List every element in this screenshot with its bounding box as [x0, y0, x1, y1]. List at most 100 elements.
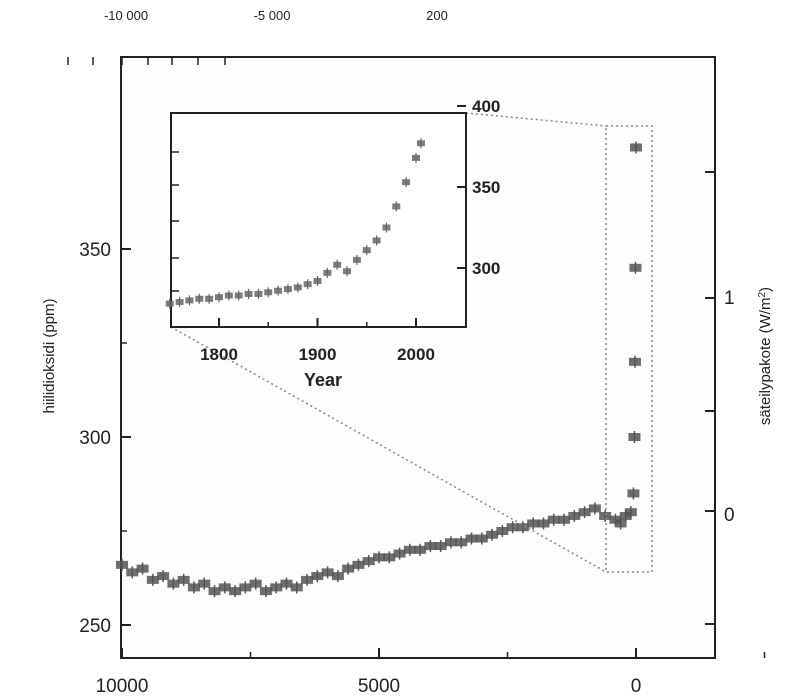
- inset-data-point: [205, 295, 214, 302]
- inset-data-point: [175, 299, 184, 306]
- data-point: [486, 530, 499, 539]
- inset-data-point: [416, 140, 425, 147]
- inset-data-point: [215, 294, 223, 301]
- inset-data-point: [372, 237, 381, 244]
- data-point: [628, 433, 641, 441]
- inset-data-point: [352, 256, 361, 263]
- data-point: [516, 523, 529, 532]
- main-x-tick-label: 10000: [96, 676, 149, 697]
- data-point: [331, 572, 344, 581]
- data-point: [311, 572, 324, 581]
- data-point: [259, 587, 272, 596]
- inset-y-tick-label: 400: [472, 97, 500, 116]
- zoom-connector-top: [465, 112, 607, 127]
- data-point: [568, 511, 581, 520]
- data-point: [249, 579, 262, 588]
- main-axes: 250 300 350 10000 5000 0: [67, 57, 766, 697]
- main-series: [116, 141, 642, 598]
- main-y-tick-label: 300: [79, 428, 111, 449]
- inset-y-tick-label: 350: [472, 178, 500, 197]
- data-point: [424, 542, 437, 551]
- right-axis-tick-label-0: 0: [724, 505, 735, 526]
- data-point: [465, 534, 478, 543]
- data-point: [126, 568, 139, 577]
- data-point: [229, 587, 242, 596]
- data-point: [146, 575, 159, 584]
- data-point: [270, 583, 283, 592]
- inset-series: [165, 138, 425, 309]
- data-point: [280, 579, 293, 588]
- data-point: [630, 143, 642, 152]
- inset-data-point: [234, 292, 243, 299]
- inset-data-point: [293, 284, 302, 291]
- zoom-connector-bottom: [170, 326, 607, 573]
- data-point: [362, 557, 375, 566]
- data-point: [116, 560, 128, 569]
- data-point: [527, 519, 540, 528]
- inset-data-point: [323, 269, 332, 276]
- data-point: [301, 575, 314, 584]
- inset-data-point: [224, 292, 233, 299]
- data-point: [403, 545, 416, 554]
- inset-data-point: [333, 261, 342, 268]
- top-axis-label-3: 200: [426, 8, 448, 23]
- data-point: [506, 523, 519, 532]
- data-point: [218, 583, 231, 592]
- right-y-axis-label: säteilypakote (W/m2): [757, 287, 775, 425]
- main-x-tick-label: 0: [631, 676, 642, 697]
- data-point: [177, 575, 190, 584]
- data-point: [537, 519, 550, 528]
- inset-data-point: [392, 203, 401, 210]
- inset-y-tick-label: 300: [472, 259, 500, 278]
- data-point: [627, 489, 640, 498]
- data-point: [599, 511, 612, 520]
- data-point: [434, 542, 447, 551]
- inset-data-point: [195, 295, 204, 302]
- data-point: [558, 515, 571, 524]
- main-y-axis-label: hiilidioksidi (ppm): [41, 298, 58, 413]
- data-point: [455, 538, 468, 547]
- data-point: [342, 564, 355, 573]
- zoom-box: [605, 125, 653, 573]
- inset-data-point: [303, 281, 312, 288]
- data-point: [290, 583, 303, 592]
- inset-data-point: [382, 224, 391, 231]
- data-point: [198, 579, 211, 588]
- inset-data-point: [264, 289, 273, 296]
- inset-x-tick-label: 1900: [299, 345, 337, 364]
- inset-data-point: [412, 154, 420, 161]
- main-y-tick-label: 250: [79, 616, 111, 637]
- top-axis-label-1: -10 000: [104, 8, 148, 23]
- inset-data-point: [254, 290, 263, 297]
- data-point: [383, 553, 396, 562]
- data-point: [628, 357, 641, 366]
- main-x-tick-label: 5000: [358, 676, 400, 697]
- data-point: [187, 583, 200, 592]
- right-axis-tick-label-1: 1: [724, 288, 735, 309]
- data-point: [547, 515, 560, 524]
- inset-data-point: [362, 247, 371, 254]
- data-point: [321, 568, 334, 577]
- data-point: [588, 504, 601, 513]
- data-point: [475, 534, 488, 543]
- inset-data-point: [402, 179, 411, 186]
- inset-x-tick-label: 1800: [200, 345, 238, 364]
- inset-data-point: [244, 290, 253, 297]
- inset-x-axis-label: Year: [304, 370, 342, 390]
- inset-axes: 1800 1900 2000 300 350 400: [171, 97, 500, 364]
- data-point: [167, 579, 180, 588]
- data-point: [614, 519, 627, 528]
- data-point: [136, 564, 149, 573]
- inset-plot-frame: [170, 112, 467, 328]
- inset-data-point: [274, 287, 283, 294]
- data-point: [578, 508, 591, 517]
- data-point: [629, 263, 642, 272]
- inset-data-point: [185, 297, 194, 304]
- data-point: [496, 527, 509, 535]
- data-point: [414, 545, 427, 554]
- data-point: [208, 587, 221, 596]
- data-point: [393, 549, 406, 558]
- data-point: [352, 560, 365, 569]
- inset-data-point: [343, 268, 352, 275]
